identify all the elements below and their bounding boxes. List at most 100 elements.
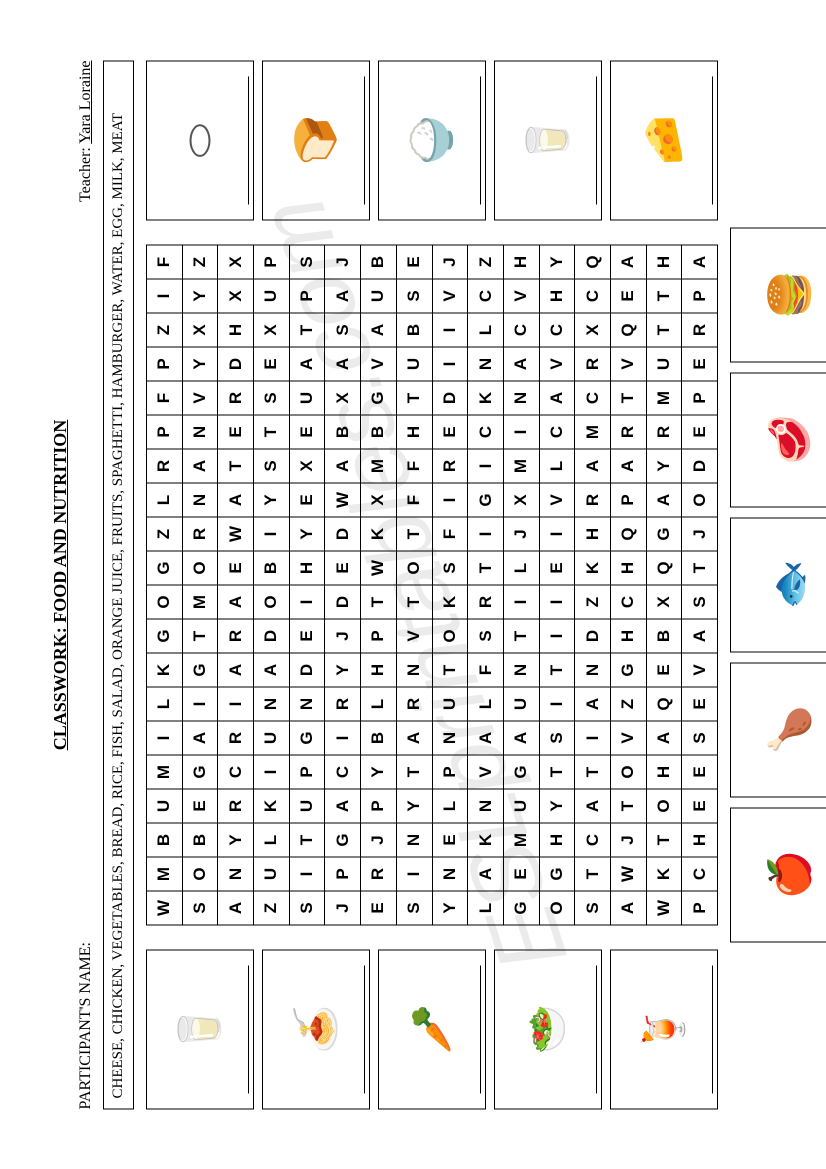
grid-cell: G [503,755,539,789]
grid-cell: U [147,789,183,823]
grid-cell: L [468,891,504,925]
grid-cell: E [432,415,468,449]
grid-cell: L [468,313,504,347]
grid-cell: H [539,279,575,313]
grid-cell: N [432,857,468,891]
grid-cell: A [646,483,682,517]
grid-cell: E [682,687,718,721]
answer-blank[interactable] [596,76,597,204]
grid-cell: T [396,381,432,415]
fish-icon: 🐟 [735,560,826,610]
grid-cell: I [254,755,290,789]
grid-cell: P [254,245,290,279]
image-cell: 🥕 [378,949,486,1109]
grid-cell: K [147,653,183,687]
grid-cell: E [539,551,575,585]
grid-cell: D [325,517,361,551]
grid-cell: O [432,619,468,653]
grid-cell: V [468,755,504,789]
grid-cell: A [468,721,504,755]
grid-cell: Q [610,313,646,347]
rice-bowl-icon: 🍚 [383,115,480,165]
grid-cell: F [396,449,432,483]
answer-blank[interactable] [712,965,713,1093]
grid-cell: T [254,415,290,449]
grid-cell: T [218,449,254,483]
grid-cell: A [361,313,397,347]
grid-cell: D [325,585,361,619]
grid-cell: I [147,279,183,313]
grid-cell: W [325,483,361,517]
grid-cell: A [396,721,432,755]
answer-blank[interactable] [712,76,713,204]
grid-cell: P [147,415,183,449]
grid-cell: S [254,449,290,483]
grid-cell: M [147,857,183,891]
grid-cell: O [682,483,718,517]
grid-cell: Q [646,551,682,585]
grid-cell: V [539,483,575,517]
grid-cell: N [182,415,218,449]
grid-cell: X [575,313,611,347]
grid-cell: A [646,721,682,755]
grid-cell: T [289,313,325,347]
grid-cell: A [182,449,218,483]
grid-cell: A [575,687,611,721]
grid-cell: R [682,313,718,347]
grid-cell: V [610,347,646,381]
grid-cell: C [575,823,611,857]
grid-cell: E [682,755,718,789]
grid-cell: P [289,279,325,313]
grid-cell: I [396,857,432,891]
grid-cell: B [254,551,290,585]
grid-cell: V [396,619,432,653]
grid-cell: X [218,245,254,279]
egg-icon: ⬭ [151,123,248,157]
grid-cell: K [468,381,504,415]
answer-blank[interactable] [364,965,365,1093]
grid-cell: M [503,449,539,483]
grid-cell: Y [646,449,682,483]
vegetables-icon: 🥕 [383,1004,480,1054]
grid-cell: J [325,619,361,653]
grid-cell: H [646,755,682,789]
grid-cell: Z [147,313,183,347]
grid-cell: T [575,857,611,891]
grid-cell: P [682,279,718,313]
grid-cell: C [539,313,575,347]
grid-cell: A [468,857,504,891]
grid-cell: C [325,755,361,789]
answer-blank[interactable] [248,76,249,204]
grid-cell: L [147,483,183,517]
grid-cell: D [218,347,254,381]
grid-cell: C [503,313,539,347]
grid-cell: T [610,789,646,823]
grid-cell: G [361,381,397,415]
grid-cell: E [646,653,682,687]
grid-cell: R [218,721,254,755]
grid-cell: P [147,347,183,381]
grid-cell: N [182,483,218,517]
grid-cell: A [254,653,290,687]
grid-cell: O [646,789,682,823]
answer-blank[interactable] [480,965,481,1093]
grid-cell: H [361,653,397,687]
grid-cell: E [610,279,646,313]
hamburger-icon: 🍔 [735,270,826,320]
spaghetti-plate-icon: 🍝 [267,1004,364,1054]
grid-cell: C [682,857,718,891]
grid-cell: T [182,619,218,653]
answer-blank[interactable] [596,965,597,1093]
grid-cell: T [646,313,682,347]
answer-blank[interactable] [364,76,365,204]
grid-cell: Y [325,653,361,687]
answer-blank[interactable] [248,965,249,1093]
grid-cell: G [147,619,183,653]
grid-cell: A [539,381,575,415]
grid-cell: N [396,653,432,687]
grid-cell: R [361,857,397,891]
grid-cell: W [218,517,254,551]
grid-cell: J [361,823,397,857]
grid-cell: E [289,483,325,517]
answer-blank[interactable] [480,76,481,204]
